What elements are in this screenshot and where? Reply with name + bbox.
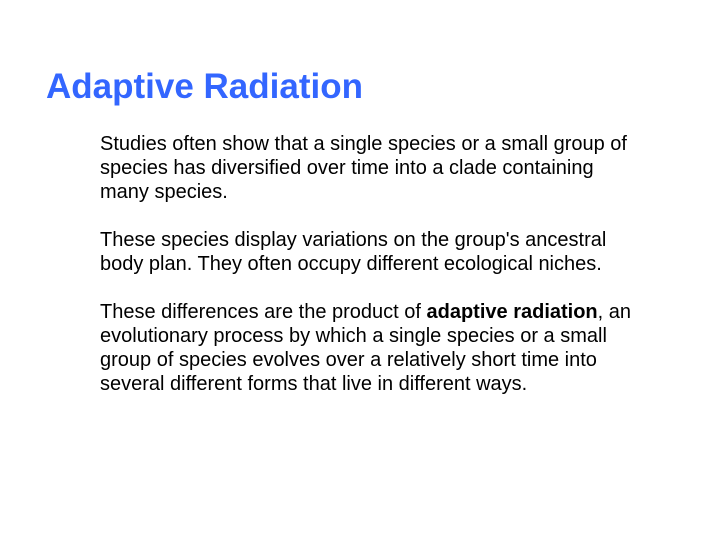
slide-body: Studies often show that a single species… xyxy=(100,132,640,420)
paragraph-1: Studies often show that a single species… xyxy=(100,132,640,204)
p3-term: adaptive radiation xyxy=(427,301,598,323)
paragraph-2: These species display variations on the … xyxy=(100,228,640,276)
slide-title: Adaptive Radiation xyxy=(46,68,363,107)
slide: Adaptive Radiation Studies often show th… xyxy=(0,0,720,540)
paragraph-3: These differences are the product of ada… xyxy=(100,300,640,396)
p3-lead: These differences are the product of xyxy=(100,301,427,323)
